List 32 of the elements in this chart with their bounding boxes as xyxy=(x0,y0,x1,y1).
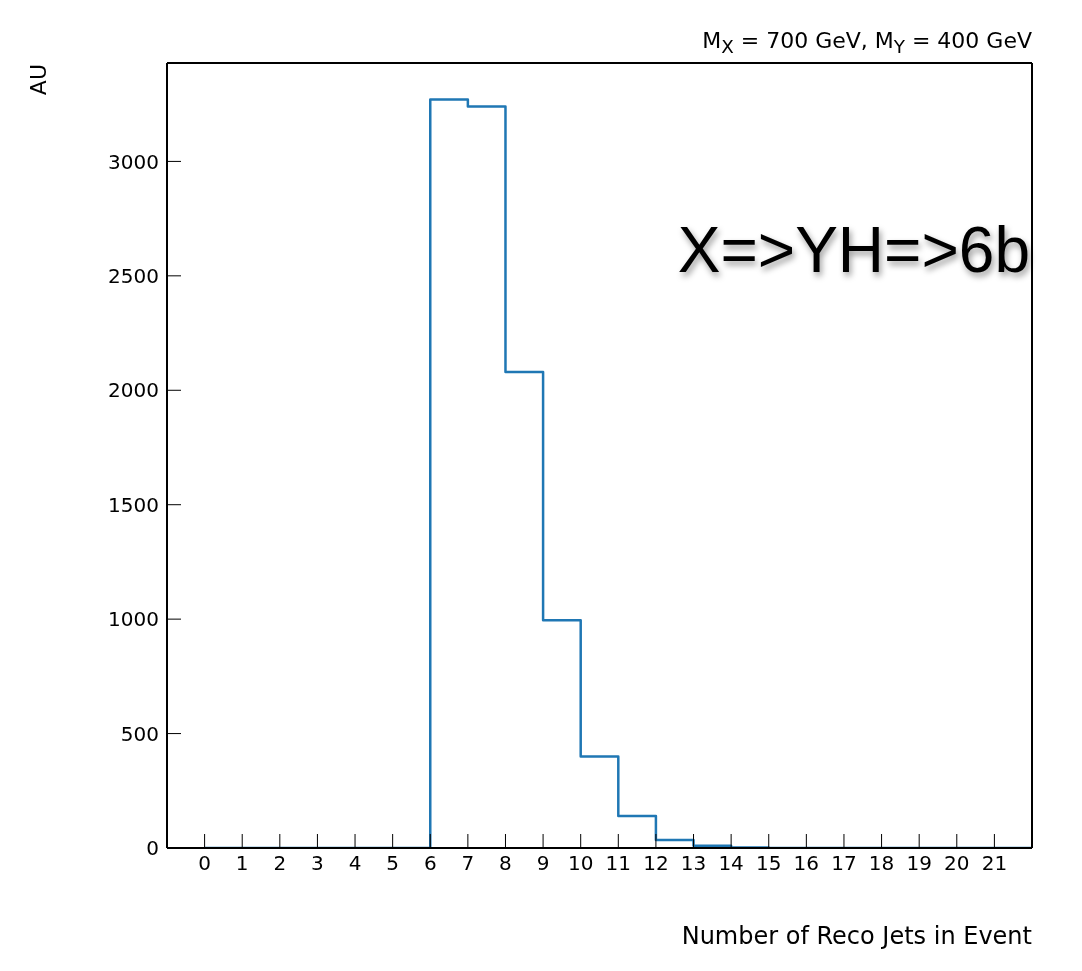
x-tick-label: 12 xyxy=(643,851,669,876)
y-axis-title: AU xyxy=(26,64,51,96)
y-tick-label: 500 xyxy=(120,721,159,746)
y-tick-label: 1500 xyxy=(108,492,159,517)
annotation: X=>YH=>6b xyxy=(677,213,1030,287)
y-tick-label: 2000 xyxy=(108,378,159,403)
y-tick-label: 3000 xyxy=(108,149,159,174)
x-tick-label: 9 xyxy=(536,851,550,876)
x-tick-label: 20 xyxy=(944,851,970,876)
x-tick-label: 14 xyxy=(718,851,744,876)
x-tick-label: 6 xyxy=(423,851,437,876)
x-tick-label: 19 xyxy=(906,851,932,876)
x-tick-label: 3 xyxy=(311,851,324,876)
x-tick-label: 5 xyxy=(386,851,400,876)
x-tick-label: 4 xyxy=(348,851,362,876)
x-tick-label: 10 xyxy=(567,851,594,876)
x-axis-title: Number of Reco Jets in Event xyxy=(681,922,1032,950)
y-tick-label: 2500 xyxy=(108,263,159,288)
x-tick-label: 2 xyxy=(273,851,287,876)
x-tick-label: 0 xyxy=(198,851,211,876)
x-tick-label: 15 xyxy=(756,851,782,876)
x-tick-label: 8 xyxy=(499,851,512,876)
x-tick-label: 17 xyxy=(831,851,857,876)
x-tick-label: 18 xyxy=(868,851,895,876)
y-tick-label: 1000 xyxy=(108,607,159,632)
chart-title: M$_{X}$ = 700 GeV, M$_{Y}$ = 400 GeV xyxy=(702,28,1032,58)
x-tick-label: 21 xyxy=(981,851,1008,876)
x-tick-label: 1 xyxy=(235,851,249,876)
x-tick-label: 13 xyxy=(680,851,707,876)
x-tick-label: 7 xyxy=(461,851,475,876)
x-tick-label: 16 xyxy=(793,851,820,876)
x-tick-label: 11 xyxy=(605,851,632,876)
